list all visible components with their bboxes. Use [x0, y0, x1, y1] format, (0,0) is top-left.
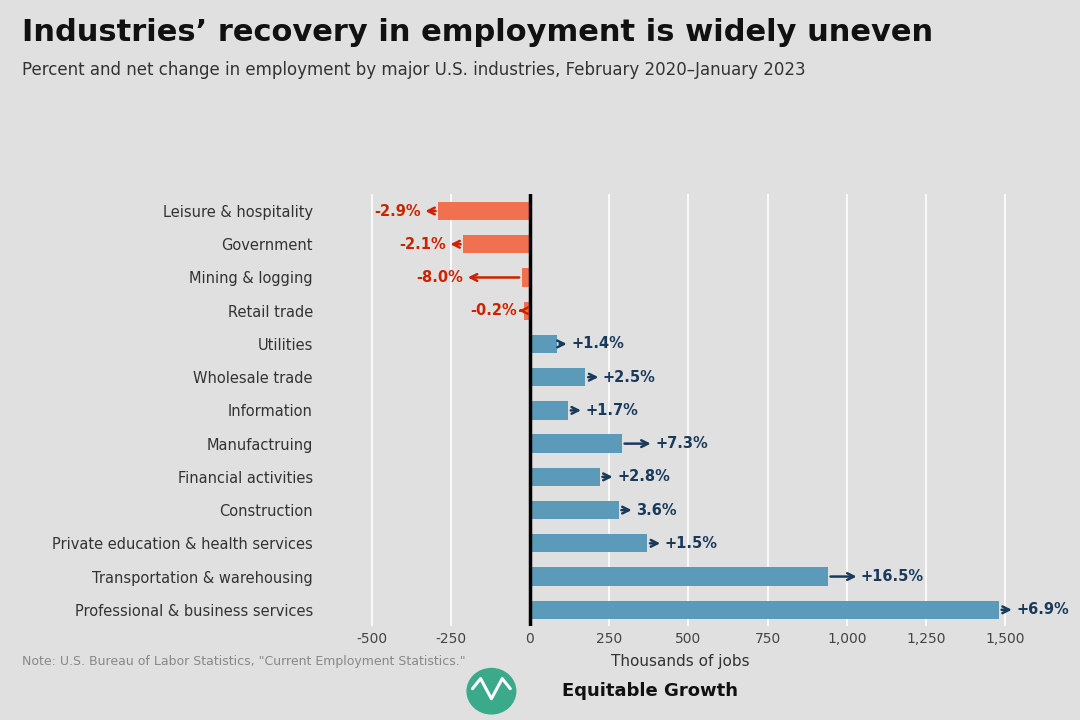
Bar [530, 501, 619, 519]
Bar [530, 368, 585, 387]
Text: Note: U.S. Bureau of Labor Statistics, "Current Employment Statistics.": Note: U.S. Bureau of Labor Statistics, "… [22, 655, 465, 668]
Bar [530, 434, 622, 453]
Text: -2.1%: -2.1% [400, 237, 446, 252]
Text: -2.9%: -2.9% [375, 204, 421, 218]
Bar [522, 269, 530, 287]
Text: Industries’ recovery in employment is widely uneven: Industries’ recovery in employment is wi… [22, 18, 933, 47]
Bar [530, 567, 827, 585]
Text: -0.2%: -0.2% [471, 303, 517, 318]
Text: Percent and net change in employment by major U.S. industries, February 2020–Jan: Percent and net change in employment by … [22, 61, 806, 79]
Text: +2.5%: +2.5% [603, 369, 656, 384]
Bar [530, 600, 999, 619]
Bar [438, 202, 530, 220]
Text: +2.8%: +2.8% [617, 469, 670, 485]
Bar [524, 302, 530, 320]
Text: +1.4%: +1.4% [571, 336, 624, 351]
Text: +6.9%: +6.9% [1016, 603, 1069, 617]
Text: +7.3%: +7.3% [656, 436, 707, 451]
Bar [530, 468, 599, 486]
Text: 3.6%: 3.6% [636, 503, 677, 518]
Text: +1.7%: +1.7% [585, 403, 638, 418]
Text: Equitable Growth: Equitable Growth [562, 683, 738, 700]
Text: -8.0%: -8.0% [417, 270, 463, 285]
Text: +16.5%: +16.5% [861, 569, 924, 584]
Text: +1.5%: +1.5% [664, 536, 717, 551]
Bar [530, 534, 647, 552]
Bar [530, 401, 568, 420]
Circle shape [467, 668, 516, 714]
Bar [463, 235, 530, 253]
Bar [530, 335, 557, 353]
X-axis label: Thousands of jobs: Thousands of jobs [611, 654, 750, 670]
